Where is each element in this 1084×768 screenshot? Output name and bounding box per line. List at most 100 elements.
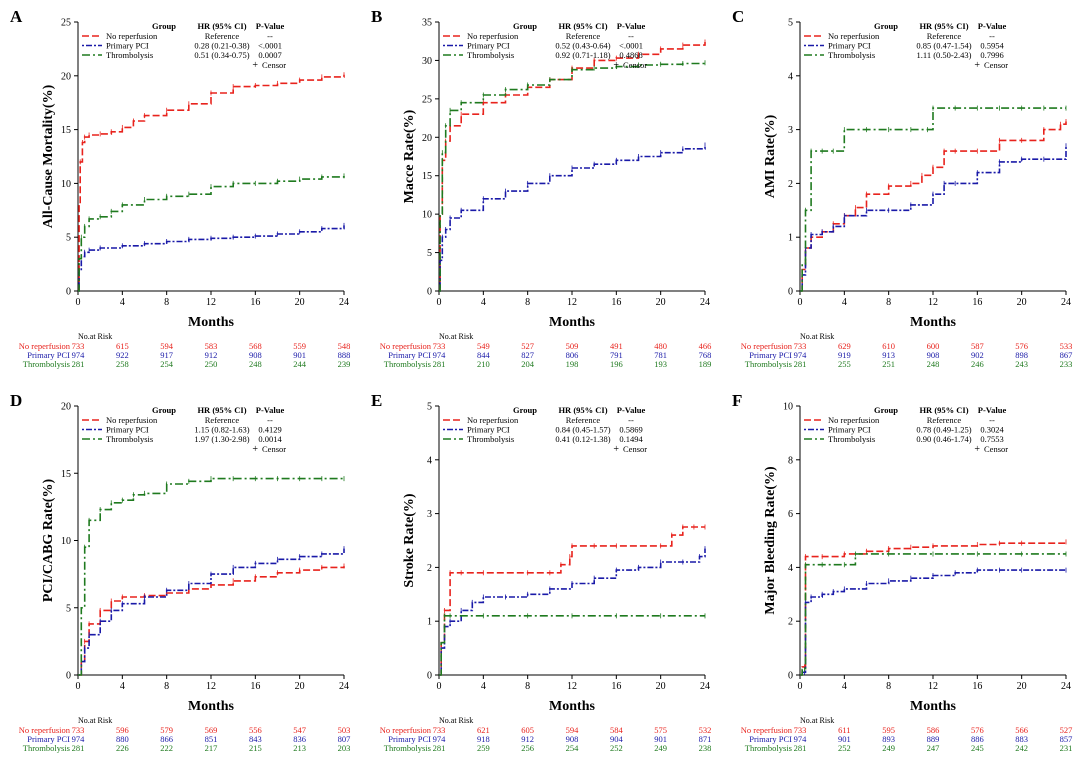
legend-p-value: 0.0007	[258, 50, 281, 60]
legend-header-p: P-Value	[256, 21, 285, 31]
legend-header-group: Group	[874, 405, 898, 415]
x-axis-label: Months	[910, 315, 956, 330]
risk-count: 466	[699, 341, 712, 351]
legend-group-name: No reperfusion	[106, 415, 158, 425]
risk-count: 248	[249, 359, 262, 369]
legend-group-name: No reperfusion	[828, 31, 880, 41]
legend-p-value: <.0001	[258, 41, 282, 51]
legend-hr-value: Reference	[927, 31, 962, 41]
y-tick-label: 5	[427, 248, 432, 259]
legend-censor-symbol: +	[252, 444, 258, 455]
risk-count: 880	[116, 734, 129, 744]
risk-count: 217	[205, 743, 218, 753]
series-line-primary-pci	[800, 569, 1066, 676]
risk-count: 733	[433, 725, 446, 735]
risk-count: 254	[160, 359, 174, 369]
risk-count: 249	[654, 743, 667, 753]
series-line-primary-pci	[439, 548, 706, 676]
risk-count: 889	[927, 734, 940, 744]
panel-letter: C	[732, 7, 744, 26]
legend-header-hr: HR (95% CI)	[558, 21, 607, 31]
risk-count: 917	[160, 350, 173, 360]
x-tick-label: 20	[1017, 681, 1027, 692]
y-axis-label: Major Bleeding Rate(%)	[763, 466, 778, 615]
risk-table-header: No.at Risk	[800, 332, 834, 341]
risk-count: 576	[1015, 341, 1028, 351]
risk-count: 610	[882, 341, 895, 351]
risk-count: 527	[1060, 725, 1073, 735]
legend-hr-value: Reference	[205, 31, 240, 41]
x-tick-label: 0	[76, 297, 81, 308]
y-tick-label: 0	[788, 671, 793, 682]
risk-count: 594	[160, 341, 174, 351]
legend-group-name: Primary PCI	[106, 425, 149, 435]
risk-count: 281	[433, 359, 446, 369]
x-tick-label: 8	[525, 297, 530, 308]
risk-count: 547	[293, 725, 306, 735]
y-axis-label: All-Cause Mortality(%)	[41, 84, 56, 228]
risk-count: 549	[477, 341, 490, 351]
legend-censor-symbol: +	[613, 444, 619, 455]
risk-count: 893	[882, 734, 895, 744]
x-tick-label: 4	[481, 681, 486, 692]
risk-count: 843	[249, 734, 262, 744]
y-tick-label: 5	[788, 18, 793, 29]
risk-count: 605	[521, 725, 534, 735]
x-tick-label: 16	[611, 681, 621, 692]
panel-d: D 0 5 10 15 20 0 4 8 12 16 20 24 Months PCI/CABG Rate(…	[0, 384, 361, 768]
legend-header-hr: HR (95% CI)	[919, 405, 968, 415]
legend-group-name: Thrombolysis	[467, 434, 514, 444]
risk-count: 233	[1060, 359, 1073, 369]
series-line-thrombolysis	[439, 615, 705, 676]
panel-letter: F	[732, 391, 742, 410]
panel-c: C 0 1 2 3 4 5 0 4 8 12 16 20 24 Months AMI Rate(%) Group…	[722, 0, 1083, 384]
risk-count: 527	[521, 341, 534, 351]
y-tick-label: 15	[61, 469, 71, 480]
x-tick-label: 12	[206, 681, 216, 692]
risk-table-header: No.at Risk	[78, 332, 112, 341]
legend-header-p: P-Value	[256, 405, 285, 415]
x-tick-label: 12	[567, 297, 577, 308]
risk-table-header: No.at Risk	[78, 716, 112, 725]
risk-count: 480	[654, 341, 667, 351]
y-tick-label: 30	[422, 56, 432, 67]
risk-count: 533	[1060, 341, 1073, 351]
y-tick-label: 5	[66, 233, 71, 244]
risk-table: No.at Risk No reperfusion 733 549 527 509 491 4…	[380, 332, 712, 369]
legend-p-value: --	[267, 415, 273, 425]
x-tick-label: 16	[250, 297, 260, 308]
legend-group-name: Primary PCI	[106, 41, 149, 51]
legend: Group HR (95% CI) P-Value No reperfusion Ref…	[82, 405, 286, 455]
risk-count: 827	[521, 350, 534, 360]
risk-count: 733	[794, 725, 807, 735]
legend-hr-value: 1.11 (0.50-2.43)	[917, 50, 972, 60]
risk-count: 733	[433, 341, 446, 351]
legend-censor-label: Censor	[984, 60, 1008, 70]
risk-count: 806	[566, 350, 579, 360]
y-tick-label: 0	[427, 671, 432, 682]
legend-header-p: P-Value	[617, 405, 646, 415]
risk-count: 594	[566, 725, 580, 735]
x-tick-label: 24	[1061, 681, 1071, 692]
risk-table: No.at Risk No reperfusion 733 629 610 600 587 5…	[741, 332, 1073, 369]
x-tick-label: 4	[120, 297, 125, 308]
legend-hr-value: 0.84 (0.45-1.57)	[555, 425, 610, 435]
risk-count: 203	[338, 743, 351, 753]
legend-hr-value: 0.90 (0.46-1.74)	[916, 434, 971, 444]
risk-group-label: No reperfusion	[380, 341, 432, 351]
risk-count: 281	[72, 359, 85, 369]
legend: Group HR (95% CI) P-Value No reperfusion Ref…	[443, 21, 647, 71]
risk-count: 566	[1015, 725, 1028, 735]
risk-count: 189	[699, 359, 712, 369]
x-axis-label: Months	[188, 699, 234, 714]
risk-count: 548	[338, 341, 351, 351]
x-tick-label: 20	[656, 681, 666, 692]
y-tick-label: 3	[788, 125, 793, 136]
risk-count: 901	[654, 734, 667, 744]
x-tick-label: 12	[567, 681, 577, 692]
legend-header-hr: HR (95% CI)	[197, 405, 246, 415]
risk-count: 866	[160, 734, 173, 744]
risk-group-label: Primary PCI	[388, 734, 431, 744]
y-tick-label: 3	[427, 509, 432, 520]
y-tick-label: 4	[427, 455, 432, 466]
